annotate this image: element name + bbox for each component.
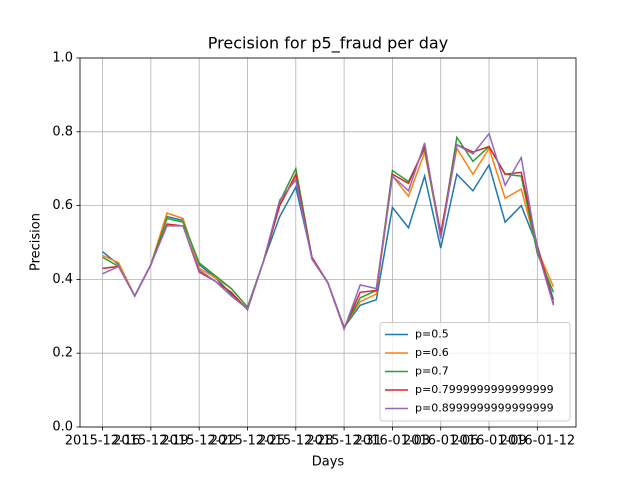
x-axis-label: Days — [312, 455, 345, 470]
x-tick-label: 2015-12-22 — [161, 434, 237, 449]
x-tick-label: 2016-01-12 — [500, 434, 576, 449]
plot-frame — [79, 57, 577, 428]
line-series — [102, 132, 555, 332]
x-tick-label: 2016-01-09 — [451, 434, 527, 449]
legend-box — [379, 322, 571, 422]
y-axis-label: Precision — [29, 213, 44, 271]
y-tick-label: 0.0 — [52, 420, 73, 435]
legend-label: p=0.7 — [415, 365, 449, 378]
x-tick-label: 2015-12-19 — [113, 434, 189, 449]
y-tick-label: 0.6 — [52, 198, 73, 213]
y-tick-label: 0.2 — [52, 346, 73, 361]
legend-label: p=0.8999999999999999 — [415, 402, 554, 415]
legend-label: p=0.5 — [415, 328, 449, 341]
legend-label: p=0.7999999999999999 — [415, 383, 554, 396]
x-tick-label: 2015-12-25 — [210, 434, 286, 449]
y-tick-label: 0.4 — [52, 272, 73, 287]
y-tick-label: 1.0 — [52, 51, 73, 66]
legend-label: p=0.6 — [415, 346, 449, 359]
x-tick-label: 2015-12-16 — [65, 434, 141, 449]
x-tick-label: 2015-12-28 — [258, 434, 334, 449]
x-tick-label: 2016-01-06 — [403, 434, 479, 449]
chart-title: Precision for p5_fraud per day — [208, 34, 448, 54]
x-tick-label: 2016-01-03 — [355, 434, 431, 449]
y-tick-label: 0.8 — [52, 124, 73, 139]
x-tick-label: 2015-12-31 — [306, 434, 382, 449]
